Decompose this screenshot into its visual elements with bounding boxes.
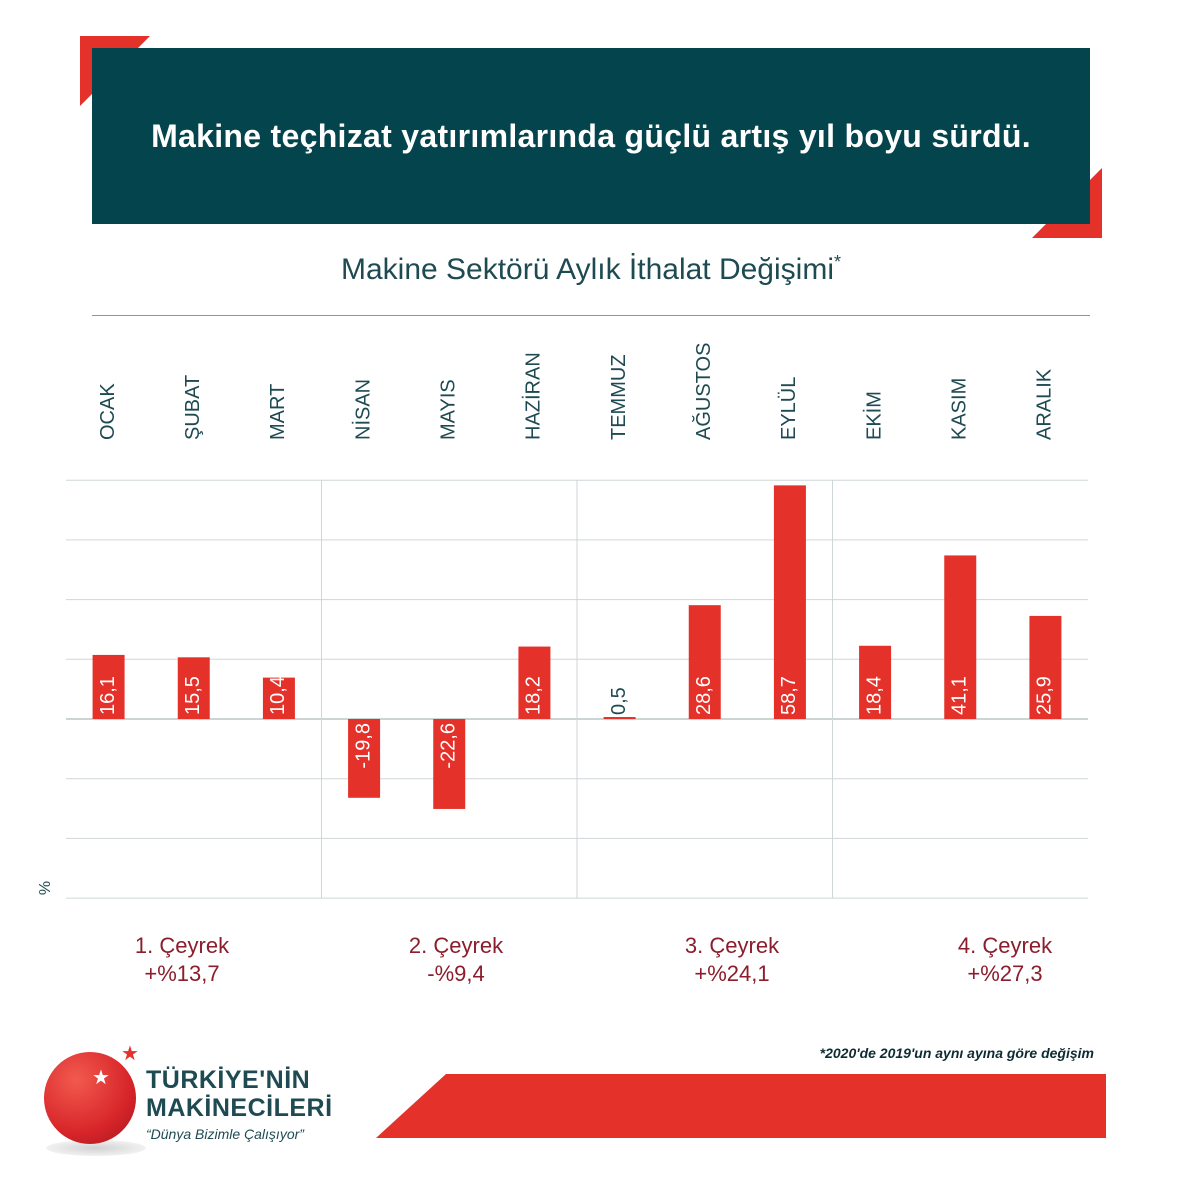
bar [433, 719, 466, 809]
bar [518, 646, 551, 719]
bar-value-label: 10,4 [267, 676, 289, 715]
month-label: ŞUBAT [182, 375, 204, 440]
quarter-4-label: 4. Çeyrek +%27,3 [895, 932, 1115, 988]
header-banner: Makine teçhizat yatırımlarında güçlü art… [92, 48, 1090, 224]
footnote: *2020'de 2019'un aynı ayına göre değişim [819, 1045, 1094, 1061]
brand-name-line1: TÜRKİYE'NİN [146, 1066, 311, 1094]
bar [177, 657, 210, 719]
bar [1029, 615, 1062, 719]
chart-title-text: Makine Sektörü Aylık İthalat Değişimi [340, 253, 834, 286]
bar-value-label: 58,7 [778, 676, 800, 715]
bar-value-label: 0,5 [608, 687, 630, 715]
bar-value-label: 16,1 [97, 676, 119, 715]
bar [348, 719, 381, 798]
chart-title-asterisk: * [833, 252, 841, 272]
month-label: OCAK [97, 383, 119, 440]
quarter-2-name: 2. Çeyrek [408, 933, 504, 958]
month-label: MAYIS [438, 379, 460, 440]
bar [859, 645, 892, 719]
quarter-4-value: +%27,3 [967, 961, 1043, 986]
star-icon: ★ [121, 1043, 139, 1065]
quarter-3-label: 3. Çeyrek +%24,1 [622, 932, 842, 988]
bar [944, 555, 977, 719]
month-label: KASIM [949, 378, 971, 440]
quarter-1-value: +%13,7 [144, 961, 220, 986]
footer-red-stripe [376, 1074, 1106, 1138]
month-label: EYLÜL [778, 377, 800, 440]
month-label: HAZİRAN [522, 352, 545, 440]
quarter-3-value: +%24,1 [694, 961, 770, 986]
bar [688, 605, 721, 719]
quarter-2-value: -%9,4 [427, 961, 485, 986]
bar [262, 677, 295, 719]
logo-shadow [46, 1140, 146, 1156]
title-divider [92, 315, 1090, 316]
bar [603, 717, 636, 720]
quarter-1-label: 1. Çeyrek +%13,7 [72, 932, 292, 988]
bar-value-label: 18,2 [523, 676, 545, 715]
star-icon: ★ [92, 1067, 110, 1089]
month-label: TEMMUZ [608, 354, 630, 440]
brand-name-line2: MAKİNECİLERİ [146, 1094, 333, 1122]
month-label: ARALIK [1034, 368, 1056, 440]
month-label: MART [267, 384, 289, 440]
logo-circle [44, 1052, 136, 1144]
quarter-1-name: 1. Çeyrek [134, 933, 230, 958]
y-axis-label: % [37, 881, 54, 895]
bar-value-label: -19,8 [352, 723, 374, 769]
bar-value-label: 18,4 [863, 676, 885, 715]
chart-title: Makine Sektörü Aylık İthalat Değişimi* [0, 252, 1182, 287]
quarter-3-name: 3. Çeyrek [684, 933, 780, 958]
month-label: AĞUSTOS [692, 343, 715, 440]
bar-value-label: 41,1 [949, 676, 971, 715]
bar-value-label: -22,6 [438, 723, 460, 769]
month-label: EKİM [862, 391, 885, 440]
month-label: NİSAN [351, 379, 374, 440]
bar-value-label: 15,5 [182, 676, 204, 715]
bar-value-label: 28,6 [693, 676, 715, 715]
header-title: Makine teçhizat yatırımlarında güçlü art… [151, 117, 1031, 154]
bar-value-label: 25,9 [1034, 676, 1056, 715]
quarter-4-name: 4. Çeyrek [957, 933, 1053, 958]
bar [773, 485, 806, 719]
quarter-2-label: 2. Çeyrek -%9,4 [346, 932, 566, 988]
bar [92, 654, 125, 719]
brand-slogan: “Dünya Bizimle Çalışıyor” [146, 1126, 304, 1142]
